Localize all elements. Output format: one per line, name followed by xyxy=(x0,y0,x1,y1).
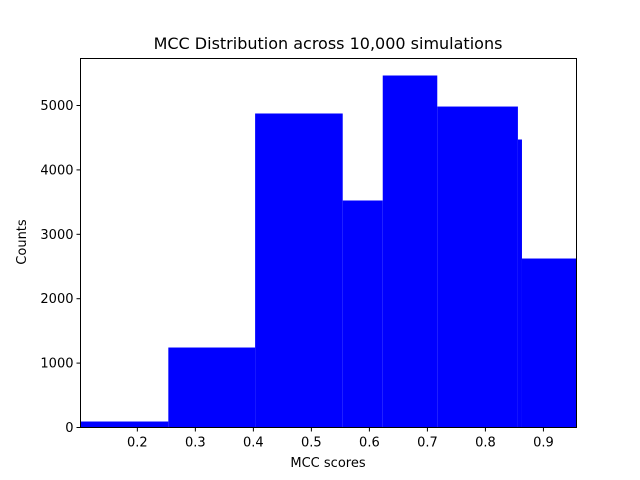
bar xyxy=(437,106,518,428)
y-axis-label: Counts xyxy=(15,219,30,265)
x-tick-label: 0.7 xyxy=(417,436,438,451)
x-tick-label: 0.2 xyxy=(127,436,148,451)
y-tick-label: 5000 xyxy=(40,99,73,114)
bar xyxy=(342,200,383,428)
bar xyxy=(517,139,522,428)
y-tick-label: 3000 xyxy=(40,228,73,243)
x-tick-label: 0.5 xyxy=(301,436,322,451)
x-tick-label: 0.8 xyxy=(475,436,496,451)
bar xyxy=(521,258,577,428)
x-tick-label: 0.4 xyxy=(243,436,264,451)
x-axis-label: MCC scores xyxy=(290,456,365,471)
axes-frame xyxy=(80,58,577,428)
plot-area xyxy=(80,75,577,428)
y-tick-label: 4000 xyxy=(40,163,73,178)
x-tick-label: 0.9 xyxy=(533,436,554,451)
x-tick-label: 0.6 xyxy=(359,436,380,451)
bar xyxy=(382,75,438,428)
chart-title: MCC Distribution across 10,000 simulatio… xyxy=(154,34,503,53)
bar xyxy=(255,113,343,428)
x-tick-label: 0.3 xyxy=(185,436,206,451)
bar xyxy=(168,347,256,428)
y-tick-label: 2000 xyxy=(40,292,73,307)
y-tick-label: 0 xyxy=(65,421,73,436)
bar xyxy=(80,421,169,428)
y-tick-label: 1000 xyxy=(40,357,73,372)
